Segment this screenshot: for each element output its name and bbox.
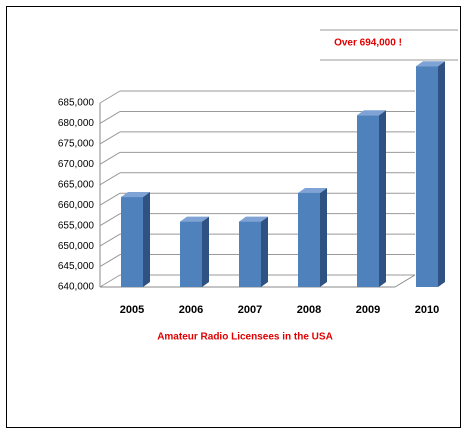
bar (180, 221, 202, 287)
grid-line (99, 254, 121, 267)
y-tick-label: 640,000 (58, 282, 95, 293)
grid-line (99, 172, 121, 186)
grid-line (99, 192, 121, 206)
y-tick-label: 670,000 (58, 159, 95, 170)
bar-side (143, 192, 150, 287)
bar-top (180, 216, 209, 222)
bar-side (438, 61, 445, 288)
bar-top (121, 192, 150, 198)
bar (298, 192, 320, 287)
bar-top (357, 110, 386, 116)
y-tick-label: 655,000 (58, 220, 95, 231)
grid-line (99, 90, 121, 104)
bar (121, 197, 143, 287)
y-tick-label: 685,000 (58, 98, 95, 109)
bar-top (416, 61, 445, 67)
frame (6, 6, 461, 428)
y-tick-label: 665,000 (58, 179, 95, 190)
y-tick-label: 680,000 (58, 118, 95, 129)
x-axis-title: Amateur Radio Licensees in the USA (157, 332, 333, 343)
y-tick-label: 650,000 (58, 241, 95, 252)
bar-side (202, 216, 209, 287)
bar-top (239, 216, 268, 222)
bar (416, 66, 438, 287)
grid-line (99, 233, 121, 247)
x-tick-label: 2010 (415, 304, 439, 316)
x-tick-label: 2006 (179, 304, 203, 316)
x-tick-label: 2009 (356, 304, 380, 316)
bar-top (298, 187, 327, 193)
y-tick-label: 645,000 (58, 261, 95, 272)
grid-line (99, 131, 121, 145)
y-tick-label: 675,000 (58, 139, 95, 150)
y-tick-label: 660,000 (58, 200, 95, 211)
x-tick-label: 2007 (238, 304, 262, 316)
x-tick-label: 2008 (297, 304, 321, 316)
bar-side (379, 110, 386, 288)
bar (357, 115, 379, 288)
floor-line (394, 274, 416, 288)
x-tick-label: 2005 (120, 304, 144, 316)
grid-line (99, 151, 121, 165)
bar-side (320, 187, 327, 287)
annotation: Over 694,000 ! (334, 38, 402, 49)
grid-line (99, 274, 121, 288)
grid-line (99, 111, 121, 124)
bar-side (261, 216, 268, 287)
bar (239, 221, 261, 287)
grid-line (99, 213, 121, 227)
